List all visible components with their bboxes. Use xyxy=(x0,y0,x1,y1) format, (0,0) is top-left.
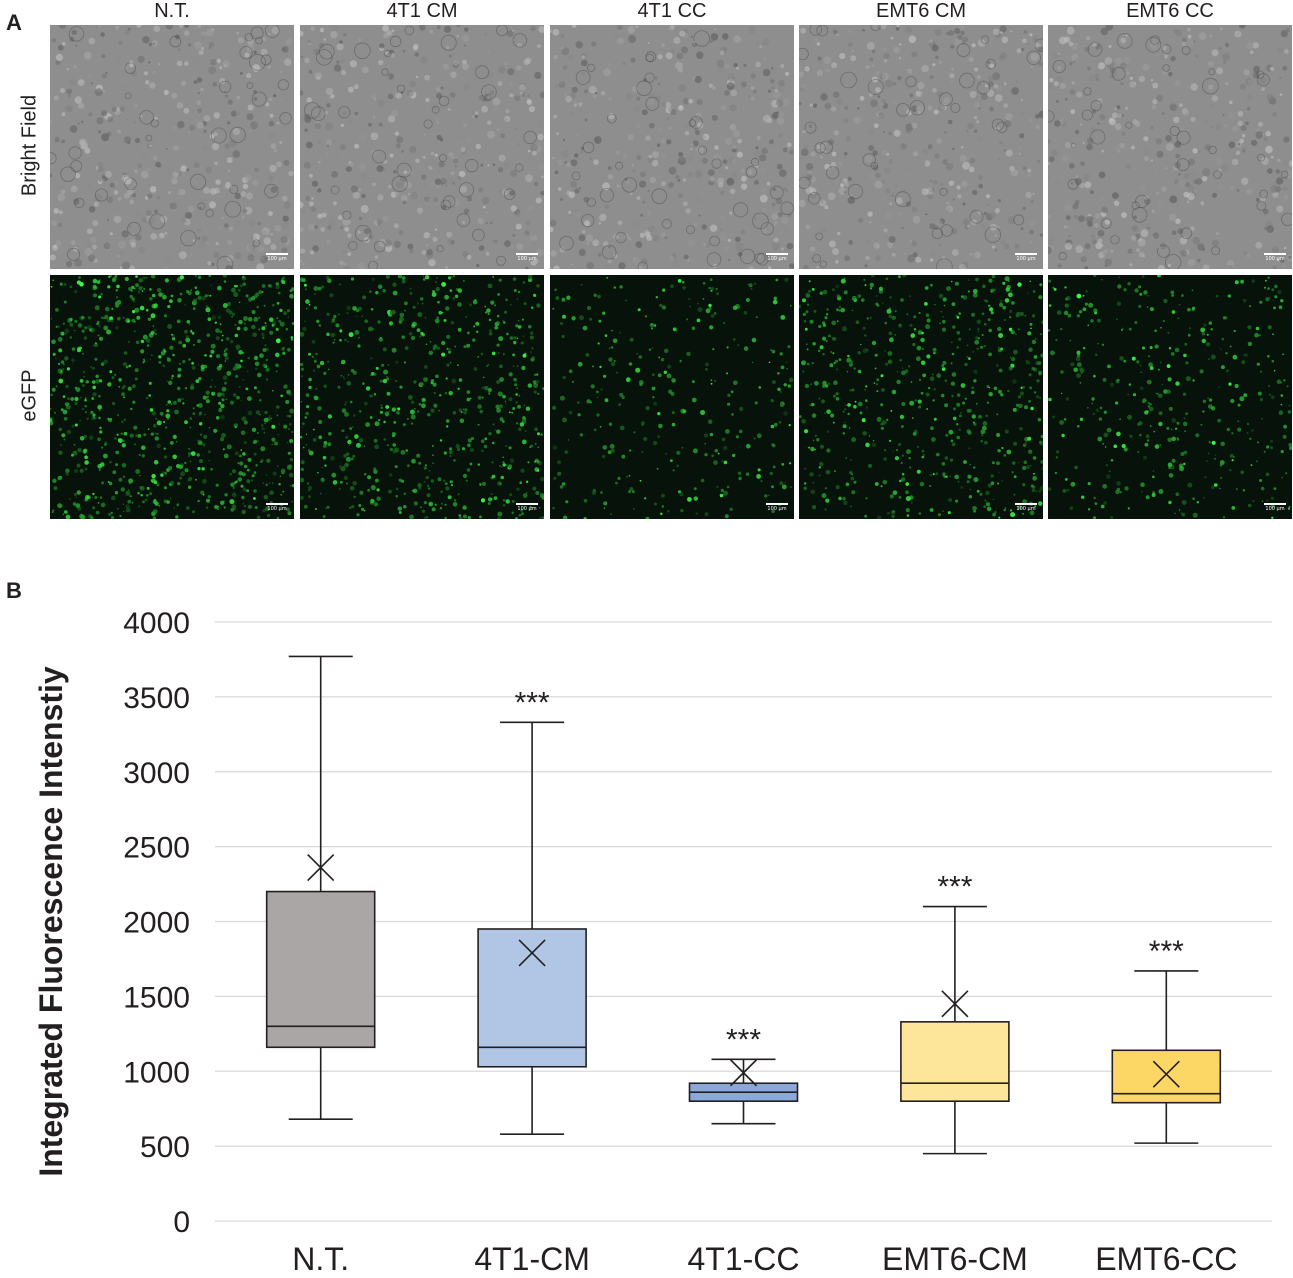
mean-marker xyxy=(1152,1060,1180,1088)
column-label-4t1-cm: 4T1 CM xyxy=(386,0,458,22)
scale-bar-label: 100 µm xyxy=(767,256,787,262)
mean-marker xyxy=(941,990,969,1018)
box-n-t- xyxy=(265,655,376,1120)
scale-bar-label: 100 µm xyxy=(1016,506,1036,512)
box-4t1-cm: *** xyxy=(477,686,587,1135)
scale-bar-label: 100 µm xyxy=(517,506,537,512)
column-label-emt6-cm: EMT6 CM xyxy=(876,0,966,22)
y-tick-label: 4000 xyxy=(123,607,190,640)
y-tick-label: 500 xyxy=(140,1131,190,1164)
box-emt6-cc: *** xyxy=(1111,935,1222,1144)
row-label-bright-field: Bright Field xyxy=(18,94,41,197)
egfp-image-emt6-cm: 100 µm xyxy=(799,275,1043,519)
egfp-image-4t1-cc: 100 µm xyxy=(550,275,794,519)
scale-bar: 100 µm xyxy=(1264,503,1286,515)
significance-label: *** xyxy=(726,1023,761,1056)
mean-marker xyxy=(518,939,546,967)
scale-bar: 100 µm xyxy=(516,503,538,515)
significance-label: *** xyxy=(937,871,972,904)
x-category-label: 4T1-CM xyxy=(474,1241,590,1277)
y-tick-label: 3500 xyxy=(123,682,190,715)
scale-bar: 100 µm xyxy=(266,253,288,265)
box-emt6-cm: *** xyxy=(900,871,1010,1155)
bright-field-image-emt6-cm: 100 µm xyxy=(799,25,1043,269)
x-category-label: EMT6-CC xyxy=(1095,1241,1237,1277)
x-category-label: N.T. xyxy=(292,1241,349,1277)
mean-marker xyxy=(307,854,335,882)
x-category-label: EMT6-CM xyxy=(882,1241,1028,1277)
bright-field-image-4t1-cc: 100 µm xyxy=(550,25,794,269)
egfp-image-4t1-cm: 100 µm xyxy=(300,275,544,519)
iqr-box xyxy=(265,890,376,1049)
significance-label: *** xyxy=(1149,935,1184,968)
scale-bar: 100 µm xyxy=(1015,253,1037,265)
box-4t1-cc: *** xyxy=(688,1023,799,1125)
scale-bar-label: 100 µm xyxy=(767,506,787,512)
panel-a-letter: A xyxy=(6,10,22,35)
column-label-emt6-cc: EMT6 CC xyxy=(1126,0,1214,22)
significance-label: *** xyxy=(515,686,550,719)
mean-marker xyxy=(729,1059,758,1087)
scale-bar: 100 µm xyxy=(266,503,288,515)
scale-bar-label: 100 µm xyxy=(1265,256,1285,262)
box-plot-chart: 0 500 1000 1500 2000 2500 3000 3500 4000 *** *** *… xyxy=(33,607,1272,1277)
bright-field-image-4t1-cm: 100 µm xyxy=(300,25,544,269)
scale-bar-label: 100 µm xyxy=(267,256,287,262)
egfp-image-n-t: 100 µm xyxy=(50,275,294,519)
y-tick-label: 2000 xyxy=(123,907,190,940)
y-tick-label: 3000 xyxy=(123,757,190,790)
y-axis-label: Integrated Fluorescence Intenstiy xyxy=(33,666,69,1177)
column-label-4t1-cc: 4T1 CC xyxy=(637,0,707,22)
iqr-box xyxy=(1111,1049,1222,1104)
bright-field-image-n-t: 100 µm xyxy=(50,25,294,269)
panel-b-letter: B xyxy=(6,578,22,603)
y-tick-label: 0 xyxy=(173,1206,190,1239)
scale-bar-label: 100 µm xyxy=(1016,256,1036,262)
column-label-nt: N.T. xyxy=(154,0,190,22)
scale-bar: 100 µm xyxy=(766,503,788,515)
y-tick-label: 1000 xyxy=(123,1056,190,1089)
x-category-label: 4T1-CC xyxy=(687,1241,799,1277)
scale-bar-label: 100 µm xyxy=(517,256,537,262)
scale-bar: 100 µm xyxy=(1015,503,1037,515)
scale-bar: 100 µm xyxy=(516,253,538,265)
scale-bar: 100 µm xyxy=(1264,253,1286,265)
iqr-box xyxy=(477,928,587,1068)
scale-bar-label: 100 µm xyxy=(267,506,287,512)
egfp-image-emt6-cc: 100 µm xyxy=(1048,275,1292,519)
bright-field-image-emt6-cc: 100 µm xyxy=(1048,25,1292,269)
y-tick-label: 2500 xyxy=(123,832,190,865)
scale-bar-label: 100 µm xyxy=(1265,506,1285,512)
iqr-box xyxy=(900,1021,1010,1102)
scale-bar: 100 µm xyxy=(766,253,788,265)
row-label-egfp: eGFP xyxy=(18,369,41,422)
y-tick-label: 1500 xyxy=(123,981,190,1014)
